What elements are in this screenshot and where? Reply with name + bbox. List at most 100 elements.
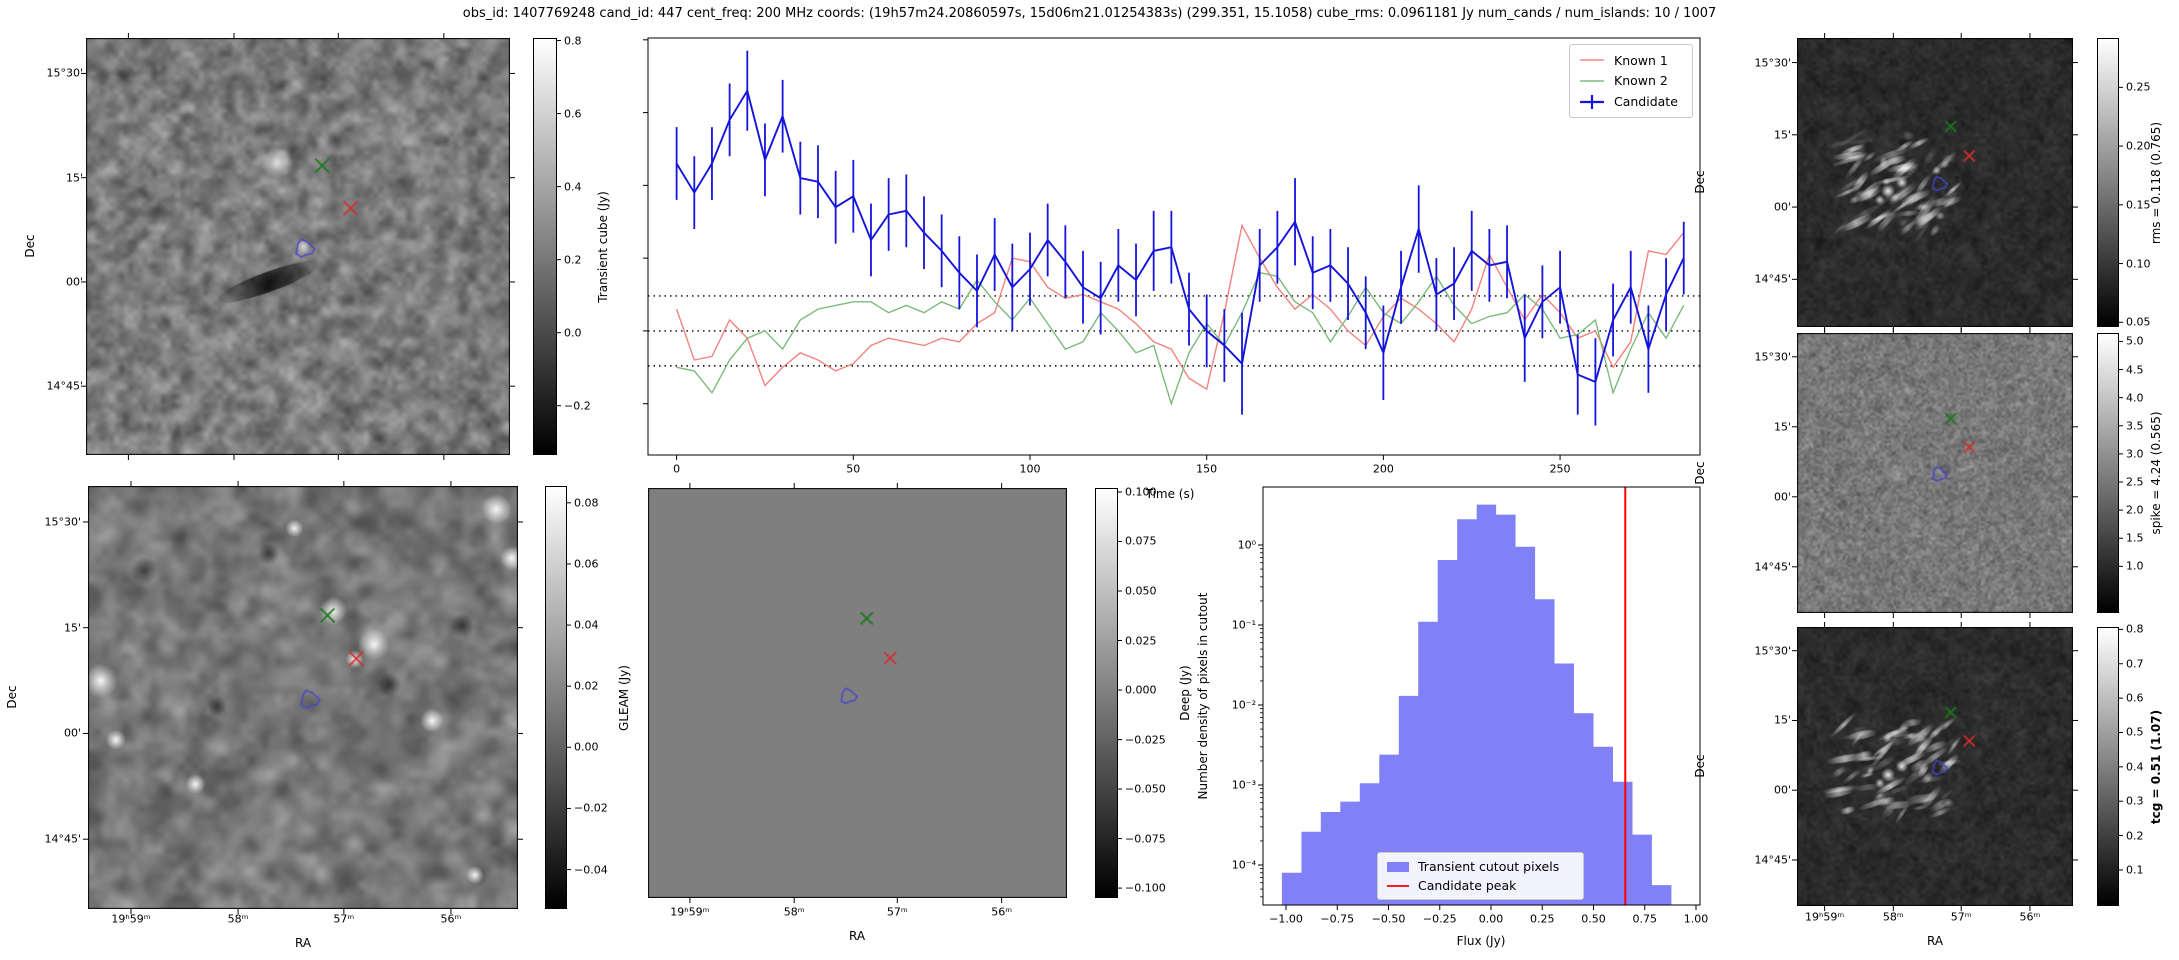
colorbar-tick-label: 0.10 bbox=[2126, 257, 2151, 271]
ra-tick-label: 19ʰ59ᵐ bbox=[1804, 910, 1845, 924]
colorbar-tick-label: −0.02 bbox=[574, 801, 608, 815]
colorbar-tick-label: 0.05 bbox=[2126, 315, 2151, 329]
colorbar-tick-label: 0.100 bbox=[1125, 485, 1157, 499]
legend-item-cutout-pixels: Transient cutout pixels bbox=[1386, 859, 1575, 874]
transient-cube-colorbar bbox=[533, 38, 557, 455]
dec-tick-label: 00' bbox=[63, 726, 81, 740]
lightcurve-series-known1 bbox=[675, 223, 1685, 391]
dec-axis-label: Dec bbox=[1693, 461, 1707, 485]
colorbar-tick-label: 0.5 bbox=[2126, 725, 2144, 739]
colorbar-tick-label: −0.100 bbox=[1125, 881, 1166, 895]
colorbar-tick-label: 4.0 bbox=[2126, 391, 2144, 405]
legend-label: Known 2 bbox=[1614, 73, 1668, 88]
ra-tick-label: 57ᵐ bbox=[886, 905, 908, 919]
ra-axis-label: RA bbox=[848, 929, 866, 943]
colorbar-tick-label: 0.8 bbox=[564, 34, 582, 48]
colorbar-tick-label: 0.00 bbox=[574, 740, 599, 754]
dec-tick-label: 15' bbox=[1773, 713, 1791, 727]
legend-item-known2: Known 2 bbox=[1578, 73, 1684, 88]
time-tick-label: 100 bbox=[1019, 462, 1041, 476]
colorbar-label: rms = 0.118 (0.765) bbox=[2149, 121, 2163, 244]
dec-tick-label: 15' bbox=[65, 171, 83, 185]
time-tick-label: 0 bbox=[673, 462, 681, 476]
flux-tick-label: −0.75 bbox=[1320, 912, 1355, 926]
time-axis-label: Time (s) bbox=[1145, 487, 1195, 501]
dec-tick-label: 14°45' bbox=[1754, 853, 1791, 867]
ra-tick-label: 58ᵐ bbox=[783, 905, 805, 919]
histogram-patch-icon bbox=[1387, 861, 1409, 872]
ra-axis-label: RA bbox=[294, 936, 312, 950]
colorbar-tick-label: 0.0 bbox=[564, 326, 582, 340]
colorbar-tick-label: 0.000 bbox=[1125, 683, 1157, 697]
lightcurve-series-known2 bbox=[676, 271, 1685, 406]
legend-label: Known 1 bbox=[1614, 52, 1668, 68]
flux-tick-label: 0.25 bbox=[1530, 912, 1555, 926]
dec-tick-label: 14°45' bbox=[1754, 560, 1791, 574]
tcg-map-image bbox=[1797, 627, 2073, 906]
dec-tick-label: 14°45' bbox=[1754, 272, 1791, 286]
colorbar-tick-label: 0.2 bbox=[2126, 829, 2144, 843]
dec-tick-label: 14°45' bbox=[46, 379, 83, 393]
colorbar-tick-label: −0.04 bbox=[574, 863, 608, 877]
known1-line-icon bbox=[1580, 59, 1604, 61]
ra-tick-label: 58ᵐ bbox=[227, 912, 249, 926]
colorbar-tick-label: 0.08 bbox=[574, 496, 599, 510]
legend-label: Candidate peak bbox=[1418, 878, 1517, 893]
colorbar-tick-label: 0.20 bbox=[2126, 139, 2151, 153]
colorbar-tick-label: 0.6 bbox=[564, 107, 582, 121]
dec-tick-label: 15°30' bbox=[46, 66, 83, 80]
spike-map-image bbox=[1797, 333, 2073, 613]
colorbar-label: Transient cube (Jy) bbox=[596, 190, 610, 303]
ra-tick-label: 56ᵐ bbox=[991, 905, 1013, 919]
dec-tick-label: 00' bbox=[1773, 200, 1791, 214]
legend-item-known1: Known 1 bbox=[1578, 53, 1684, 68]
colorbar-tick-label: 0.06 bbox=[574, 557, 599, 571]
density-tick-label: 10⁻³ bbox=[1231, 778, 1256, 792]
colorbar-tick-label: 1.5 bbox=[2126, 531, 2144, 545]
dec-axis-label: Dec bbox=[5, 685, 19, 709]
dec-axis-label: Dec bbox=[1693, 170, 1707, 194]
colorbar-tick-label: 0.8 bbox=[2126, 622, 2144, 636]
flux-tick-label: 0.75 bbox=[1632, 912, 1658, 926]
colorbar-label: tcg = 0.51 (1.07) bbox=[2149, 709, 2163, 824]
deep-colorbar bbox=[1095, 488, 1118, 898]
colorbar-tick-label: 3.0 bbox=[2126, 447, 2144, 461]
colorbar-tick-label: 0.7 bbox=[2126, 657, 2144, 671]
figure-title: obs_id: 1407769248 cand_id: 447 cent_fre… bbox=[462, 6, 1717, 21]
deep-image bbox=[648, 488, 1067, 898]
time-tick-label: 50 bbox=[846, 462, 861, 476]
tcg-map-colorbar bbox=[2097, 627, 2119, 906]
lightcurve-legend: Known 1 Known 2 Candidate bbox=[1569, 44, 1693, 118]
colorbar-tick-label: −0.075 bbox=[1125, 832, 1166, 846]
dec-tick-label: 00' bbox=[1773, 783, 1791, 797]
colorbar-tick-label: 2.5 bbox=[2126, 475, 2144, 489]
colorbar-tick-label: 0.6 bbox=[2126, 691, 2144, 705]
spike-map-colorbar bbox=[2097, 333, 2119, 613]
colorbar-tick-label: 0.075 bbox=[1125, 534, 1157, 548]
dec-tick-label: 00' bbox=[65, 275, 83, 289]
dec-axis-label: Dec bbox=[23, 234, 37, 258]
colorbar-tick-label: 0.2 bbox=[564, 253, 582, 267]
colorbar-tick-label: 1.0 bbox=[2126, 559, 2144, 573]
histogram-bars bbox=[1281, 504, 1672, 905]
histogram-legend: Transient cutout pixels Candidate peak bbox=[1377, 852, 1584, 900]
flux-tick-label: −0.50 bbox=[1371, 912, 1406, 926]
colorbar-tick-label: 0.4 bbox=[2126, 760, 2144, 774]
density-tick-label: 10⁰ bbox=[1237, 538, 1256, 552]
legend-item-candidate-peak: Candidate peak bbox=[1386, 878, 1575, 893]
ra-tick-label: 56ᵐ bbox=[2019, 910, 2041, 924]
colorbar-tick-label: 0.4 bbox=[564, 180, 582, 194]
rms-map-image bbox=[1797, 38, 2073, 327]
colorbar-tick-label: 4.5 bbox=[2126, 363, 2144, 377]
legend-item-candidate: Candidate bbox=[1578, 94, 1684, 110]
flux-tick-label: −0.25 bbox=[1422, 912, 1457, 926]
dec-axis-label: Dec bbox=[1693, 754, 1707, 778]
colorbar-tick-label: 2.0 bbox=[2126, 503, 2144, 517]
peak-line-icon bbox=[1387, 884, 1409, 887]
density-tick-label: 10⁻² bbox=[1231, 698, 1256, 712]
gleam-image bbox=[88, 486, 518, 909]
transient-cube-image bbox=[86, 38, 510, 455]
flux-tick-label: 1.00 bbox=[1683, 912, 1709, 926]
dec-tick-label: 15°30' bbox=[44, 515, 81, 529]
